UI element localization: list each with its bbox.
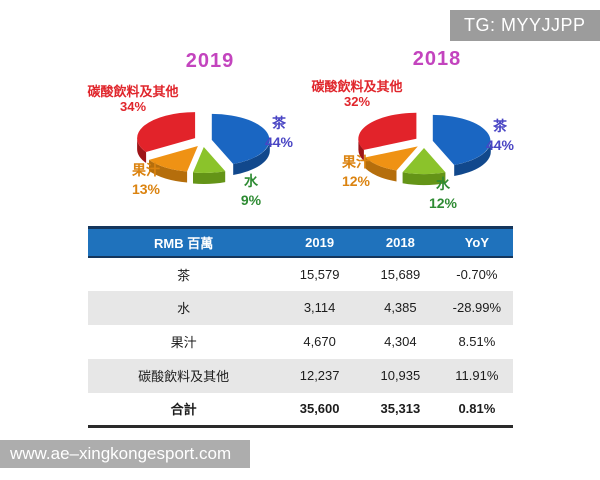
table-cell: 10,935 [380, 368, 421, 383]
table-cell: 15,689 [380, 266, 421, 282]
table-cell: 11.91% [455, 368, 499, 383]
slice-label: 果汁 [342, 154, 370, 170]
pie-2019-label-tea: 茶 44% [249, 114, 309, 152]
pie-charts-canvas [137, 112, 491, 186]
table-cell: 碳酸飲料及其他 [138, 369, 230, 384]
table-cell: 茶 [177, 267, 191, 283]
slice-percent: 32% [343, 94, 371, 109]
slice-percent: 34% [119, 99, 147, 114]
table-header-row: RMB 百萬 2019 2018 YoY [88, 227, 513, 258]
col-header-2018: 2018 [360, 227, 441, 258]
slice-label: 碳酸飲料及其他 [311, 79, 403, 94]
table-cell: 4,304 [384, 334, 417, 349]
pie-2018-label-water: 水 12% [413, 175, 473, 213]
revenue-table: RMB 百萬 2019 2018 YoY 茶 15,579 15,689 -0.70%… [88, 226, 513, 428]
pie-2018-title: 2018 [412, 48, 462, 70]
slice-label: 茶 [493, 118, 507, 134]
table-row: 果汁 4,670 4,304 8.51% [88, 325, 513, 359]
table-cell: 4,385 [384, 300, 417, 315]
slice-percent: 12% [428, 195, 458, 211]
pie-2019-label-water: 水 9% [221, 172, 281, 210]
table-cell: 12,237 [299, 368, 340, 383]
table-cell: 35,600 [299, 401, 340, 417]
col-header-2019: 2019 [279, 227, 360, 258]
watermark: www.ae–xingkongesport.com [0, 440, 250, 468]
table-row: 水 3,114 4,385 -28.99% [88, 290, 513, 325]
slice-percent: 9% [240, 192, 262, 208]
col-header-yoy: YoY [440, 227, 513, 258]
slice-percent: 44% [264, 134, 294, 150]
col-header-rmb: RMB 百萬 [88, 227, 280, 258]
slice-label: 水 [436, 176, 450, 192]
pie-2019-label-juice: 果汁 13% [106, 161, 186, 199]
table-row: 碳酸飲料及其他 12,237 10,935 11.91% [88, 358, 513, 393]
table-cell: 15,579 [299, 266, 340, 282]
table-cell: 4,670 [303, 334, 336, 349]
table-cell: 合計 [170, 402, 197, 418]
table-row: 合計 35,600 35,313 0.81% [88, 393, 513, 427]
table-cell: 0.81% [458, 401, 496, 417]
table-cell: -0.70% [456, 266, 498, 282]
table-cell: 8.51% [458, 334, 496, 349]
telegram-badge: TG: MYYJJPP [450, 10, 600, 41]
table-cell: 35,313 [380, 401, 421, 417]
slice-percent: 44% [485, 137, 515, 153]
pie-2018-label-soda: 碳酸飲料及其他 32% [277, 79, 437, 109]
pie-2019-title: 2019 [185, 50, 235, 72]
slice-percent: 13% [131, 181, 161, 197]
slice-percent: 12% [341, 173, 371, 189]
pie-2018-label-tea: 茶 44% [470, 117, 530, 155]
table-cell: 水 [177, 301, 191, 316]
table-row: 茶 15,579 15,689 -0.70% [88, 257, 513, 291]
slice-label: 茶 [272, 115, 286, 131]
pie-2019-label-soda: 碳酸飲料及其他 34% [53, 84, 213, 114]
table-cell: 3,114 [303, 300, 336, 315]
slice-label: 水 [244, 173, 258, 189]
slice-label: 碳酸飲料及其他 [87, 84, 179, 99]
slice-label: 果汁 [132, 162, 160, 178]
table-cell: 果汁 [170, 335, 197, 350]
pie-2018-label-juice: 果汁 12% [316, 153, 396, 191]
table-cell: -28.99% [452, 300, 502, 315]
